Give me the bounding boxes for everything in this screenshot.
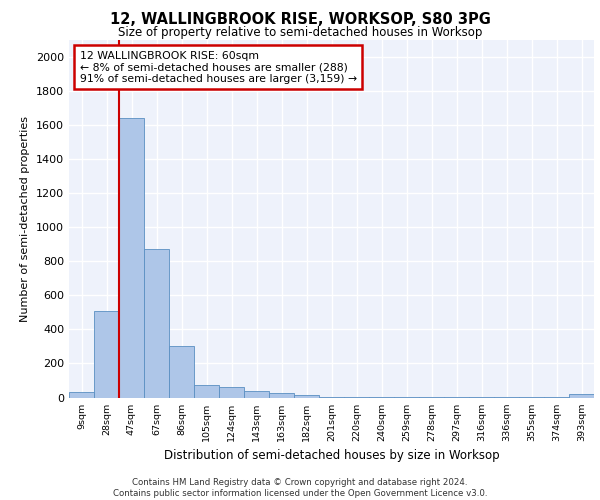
Bar [70, 392, 94, 398]
Bar [244, 390, 269, 398]
Bar [169, 346, 194, 398]
Bar [220, 388, 244, 398]
Text: Size of property relative to semi-detached houses in Worksop: Size of property relative to semi-detach… [118, 26, 482, 39]
Bar [569, 394, 593, 398]
Text: Contains HM Land Registry data © Crown copyright and database right 2024.
Contai: Contains HM Land Registry data © Crown c… [113, 478, 487, 498]
Bar [394, 396, 419, 398]
Bar [370, 396, 394, 398]
Bar [469, 396, 494, 398]
Bar [494, 396, 518, 398]
Bar [445, 396, 469, 398]
Text: 12, WALLINGBROOK RISE, WORKSOP, S80 3PG: 12, WALLINGBROOK RISE, WORKSOP, S80 3PG [110, 12, 490, 28]
Bar [295, 395, 319, 398]
Bar [94, 310, 119, 398]
Text: 12 WALLINGBROOK RISE: 60sqm
← 8% of semi-detached houses are smaller (288)
91% o: 12 WALLINGBROOK RISE: 60sqm ← 8% of semi… [79, 50, 356, 84]
Bar [319, 396, 344, 398]
Bar [544, 396, 569, 398]
Bar [520, 396, 544, 398]
Bar [344, 396, 368, 398]
Y-axis label: Number of semi-detached properties: Number of semi-detached properties [20, 116, 31, 322]
X-axis label: Distribution of semi-detached houses by size in Worksop: Distribution of semi-detached houses by … [164, 449, 499, 462]
Bar [194, 384, 218, 398]
Bar [145, 250, 169, 398]
Bar [419, 396, 443, 398]
Bar [269, 393, 293, 398]
Bar [119, 118, 143, 398]
